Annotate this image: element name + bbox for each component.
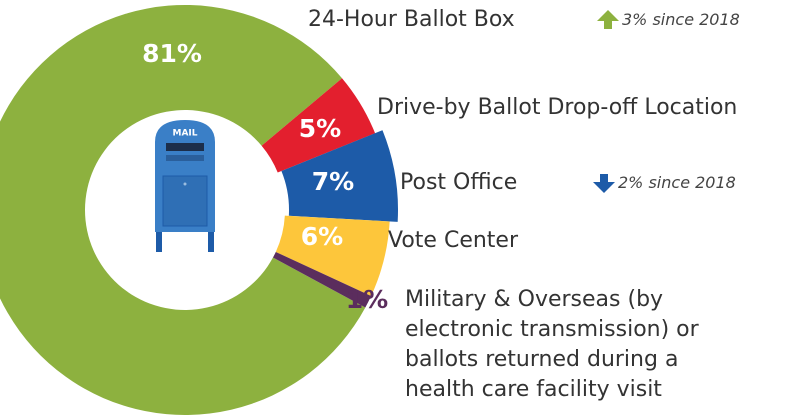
category-label: 24-Hour Ballot Box xyxy=(308,7,515,32)
value-label: 7% xyxy=(312,167,354,196)
value-label: 1% xyxy=(346,285,388,314)
annotation: 2% since 2018 xyxy=(618,173,736,192)
value-label: 81% xyxy=(142,39,202,68)
category-label: Post Office xyxy=(400,170,518,195)
trend-arrow xyxy=(597,10,619,29)
value-label: 5% xyxy=(299,114,341,143)
value-label: 6% xyxy=(301,222,343,251)
category-label: Drive-by Ballot Drop-off Location xyxy=(377,95,738,120)
mailbox-label: MAIL xyxy=(172,129,197,139)
category-label: Military & Overseas (by electronic trans… xyxy=(405,287,699,402)
pie-slice xyxy=(281,130,398,222)
pie-slice xyxy=(275,215,390,296)
mailbox-icon xyxy=(155,120,215,252)
annotation: 3% since 2018 xyxy=(622,10,740,29)
pie-slice xyxy=(0,5,366,415)
pie-slice xyxy=(272,251,372,308)
trend-arrow xyxy=(593,174,615,193)
pie-slice xyxy=(261,78,376,173)
category-label: Vote Center xyxy=(388,228,519,253)
